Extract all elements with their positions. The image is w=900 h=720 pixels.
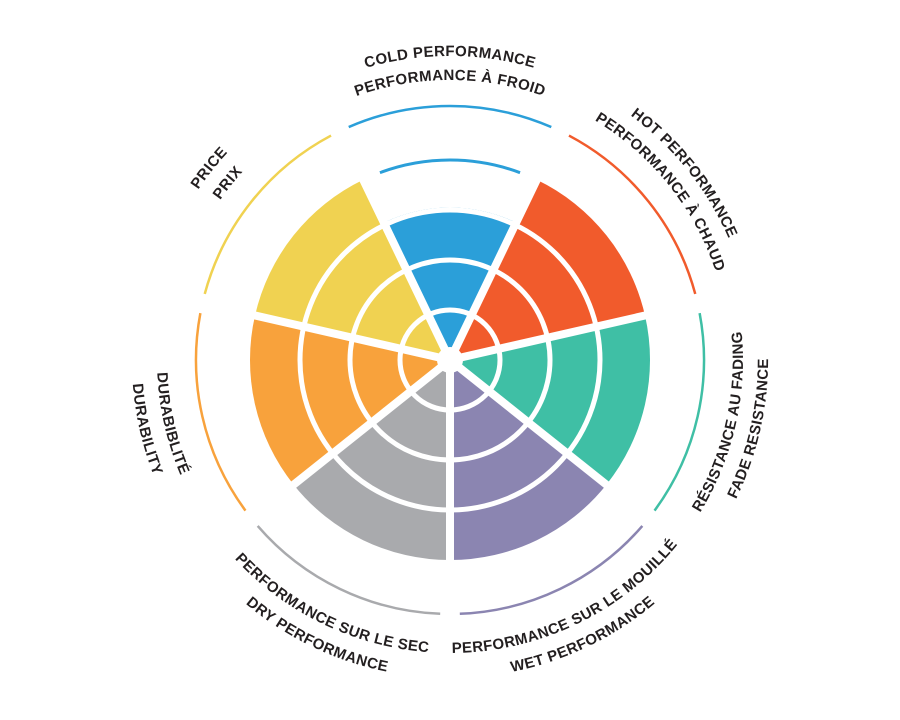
segment-divider — [446, 166, 547, 362]
label-arc-dry-performance — [256, 525, 441, 616]
hub — [437, 347, 463, 373]
segment-wet-performance — [450, 360, 607, 560]
segment-dry-performance — [293, 360, 450, 560]
label-arc-hot-performance — [568, 134, 697, 295]
segment-divider — [447, 356, 620, 496]
label-hot-performance-line1: HOT PERFORMANCE — [628, 105, 741, 240]
label-cold-performance-line2: PERFORMANCE À FROID — [352, 67, 548, 100]
label-arc-cold-performance — [348, 104, 552, 129]
segment-cold-performance — [383, 207, 517, 360]
label-arc-price — [203, 134, 332, 295]
segment-divider — [449, 308, 659, 364]
label-arc-durability — [194, 312, 247, 512]
segment-price — [255, 179, 450, 360]
label-arc-wet-performance — [459, 525, 644, 616]
segment-divider — [241, 308, 451, 364]
label-arc-fade-resistance — [653, 312, 706, 512]
segment-divider — [353, 166, 454, 362]
segment-divider — [280, 356, 453, 496]
marker-arc-cold-performance — [379, 158, 521, 175]
segment-hot-performance — [450, 179, 645, 360]
